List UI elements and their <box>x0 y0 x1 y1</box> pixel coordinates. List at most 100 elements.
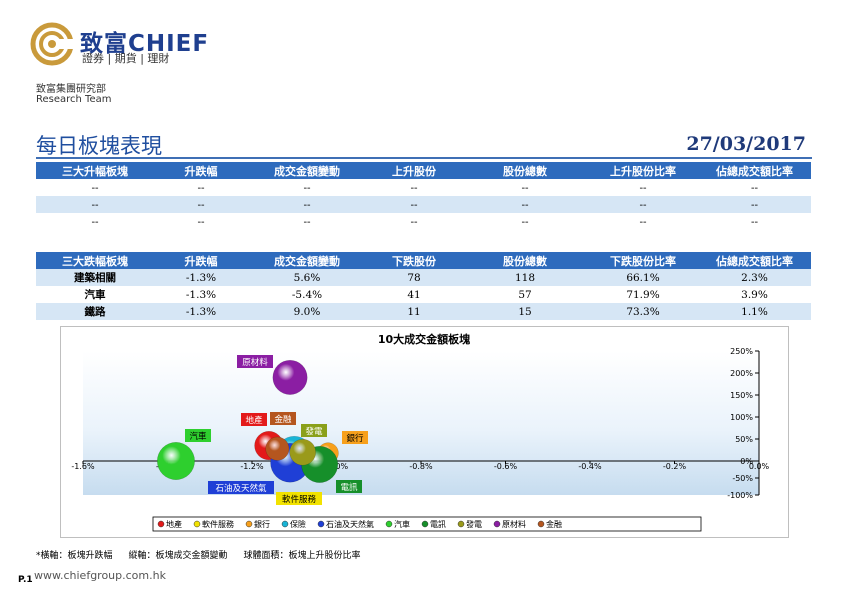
brand-name-en: CHIEF <box>128 31 210 57</box>
table-cell: -- <box>698 196 811 213</box>
y-tick-label: 250% <box>730 347 753 356</box>
table-cell: -- <box>303 215 311 228</box>
table-cell: -- <box>639 215 647 228</box>
table-row: -- -- -- -- -- -- -- <box>36 196 811 213</box>
table-cell: 11 <box>366 303 462 320</box>
y-tick-label: -50% <box>732 474 753 483</box>
table-cell: 3.9% <box>741 288 768 301</box>
table-cell: -1.3% <box>185 288 217 301</box>
table-row: 建築相關 -1.3% 5.6% 78 118 66.1% 2.3% <box>36 269 811 286</box>
table-cell: -- <box>521 181 529 194</box>
column-header: 成交金額變動 <box>248 162 366 179</box>
table-cell: 57 <box>518 288 532 301</box>
legend-label: 地產 <box>166 519 182 529</box>
table-cell: -- <box>197 215 205 228</box>
page-number: P.1 <box>18 575 33 585</box>
table-cell: -- <box>410 181 418 194</box>
footnote-bubble: 球體面積：板塊上升股份比率 <box>243 551 361 561</box>
data-label: 汽車 <box>189 431 207 442</box>
table-cell: -- <box>521 215 529 228</box>
column-header: 升跌幅 <box>154 252 248 269</box>
legend-label: 原材料 <box>502 519 526 529</box>
column-header: 下跌股份比率 <box>588 252 698 269</box>
legend-label: 銀行 <box>254 519 270 529</box>
data-label-box <box>342 431 368 444</box>
column-header: 佔總成交額比率 <box>698 162 811 179</box>
data-label: 原材料 <box>242 357 268 368</box>
y-tick-label: -100% <box>727 491 753 500</box>
table-cell: -- <box>154 196 248 213</box>
table-cell: -- <box>410 215 418 228</box>
data-label-box <box>336 480 362 493</box>
table-cell: 2.3% <box>698 269 811 286</box>
legend-marker <box>193 520 201 528</box>
legend-marker <box>537 520 545 528</box>
legend-label: 軟件服務 <box>202 519 234 529</box>
table-cell: -- <box>588 196 698 213</box>
table-cell: 1.1% <box>698 303 811 320</box>
data-label: 銀行 <box>346 433 364 444</box>
table-header-row: 三大升幅板塊 升跌幅 成交金額變動 上升股份 股份總數 上升股份比率 佔總成交額… <box>36 162 811 179</box>
legend-marker <box>493 520 501 528</box>
column-header: 下跌股份 <box>366 252 462 269</box>
data-label: 石油及天然氣 <box>215 483 267 494</box>
footnote-y-axis: 縱軸：板塊成交金額變動 <box>128 551 228 561</box>
data-label: 軟件服務 <box>282 494 317 505</box>
legend-marker <box>457 520 465 528</box>
data-label-box <box>208 481 274 494</box>
y-tick-label: 100% <box>730 413 753 422</box>
sector-name-cell: 汽車 <box>84 289 106 301</box>
x-tick-label: -0.2% <box>663 462 687 471</box>
table-row: -- -- -- -- -- -- -- <box>36 213 811 230</box>
table-cell: 73.3% <box>588 303 698 320</box>
sector-name-cell: 建築相關 <box>36 269 154 286</box>
sector-name-cell: 鐵路 <box>36 303 154 320</box>
data-label-box <box>185 429 211 442</box>
legend-label: 電訊 <box>430 519 446 529</box>
data-label: 金融 <box>274 414 292 425</box>
legend-marker <box>421 520 429 528</box>
x-tick-label: 0.0% <box>749 462 770 471</box>
table-header-row: 三大跌幅板塊 升跌幅 成交金額變動 下跌股份 股份總數 下跌股份比率 佔總成交額… <box>36 252 811 269</box>
legend-label: 金融 <box>546 519 562 529</box>
y-tick-label: 200% <box>730 369 753 378</box>
legend-marker <box>245 520 253 528</box>
x-tick-label: -0.4% <box>578 462 602 471</box>
department-name-en: Research Team <box>36 94 112 105</box>
table-cell: 118 <box>462 269 588 286</box>
table-cell: 71.9% <box>626 288 660 301</box>
x-tick-label: -0.8% <box>409 462 433 471</box>
table-cell: 41 <box>407 288 421 301</box>
legend-label: 保險 <box>290 519 306 529</box>
table-cell: -- <box>366 196 462 213</box>
table-cell: -- <box>750 215 759 228</box>
table-cell: 15 <box>462 303 588 320</box>
department-name-cn: 致富集團研究部 <box>36 84 106 95</box>
column-header: 成交金額變動 <box>248 252 366 269</box>
bubble-5 <box>157 442 195 480</box>
legend-marker <box>157 520 165 528</box>
y-tick-label: 50% <box>735 435 753 444</box>
brand-name: 致富CHIEF <box>80 24 209 58</box>
column-header: 股份總數 <box>462 162 588 179</box>
table-cell: -- <box>248 196 366 213</box>
table-row: 鐵路 -1.3% 9.0% 11 15 73.3% 1.1% <box>36 303 811 320</box>
plot-area <box>83 351 759 495</box>
table-cell: 66.1% <box>588 269 698 286</box>
data-label: 地產 <box>245 415 263 426</box>
table-cell: -- <box>197 181 205 194</box>
sector-bubble-chart: 10大成交金額板塊 250% 200% 150% 100% 50% 0% -50% -100% -… <box>60 326 789 538</box>
legend-marker <box>385 520 393 528</box>
bubble-chart-svg: 10大成交金額板塊250%200%150%100%50%0%-50%-100%-… <box>71 332 770 532</box>
brand-name-cn: 致富 <box>80 31 128 57</box>
table-cell: -1.3% <box>154 303 248 320</box>
table-cell: -- <box>639 181 647 194</box>
title-divider <box>36 157 812 159</box>
column-header: 上升股份比率 <box>588 162 698 179</box>
table-cell: -- <box>91 181 99 194</box>
bubble-8 <box>272 359 308 395</box>
table-cell: -1.3% <box>154 269 248 286</box>
table-row: -- -- -- -- -- -- -- <box>36 179 811 196</box>
data-label-box <box>301 424 327 437</box>
website-link[interactable]: www.chiefgroup.com.hk <box>34 569 166 582</box>
